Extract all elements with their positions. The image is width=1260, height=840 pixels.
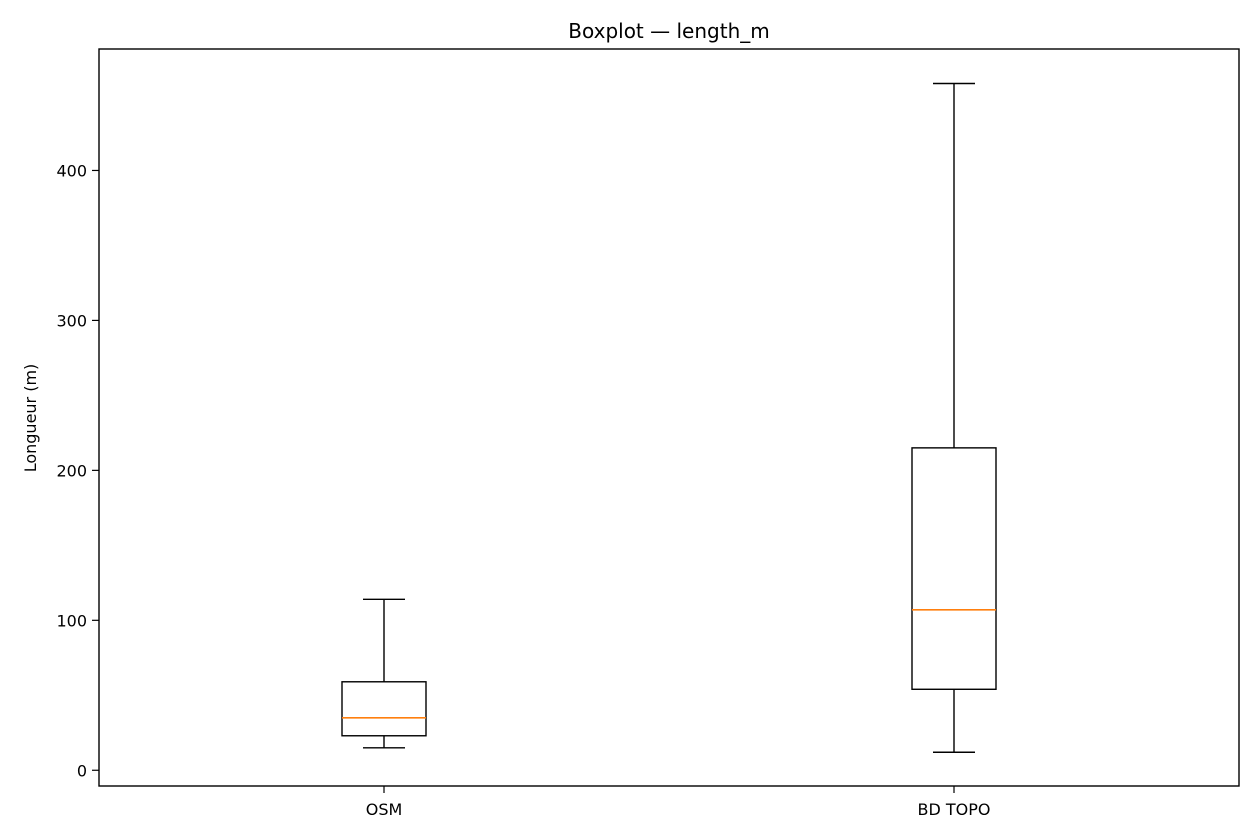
y-tick-label: 100	[56, 611, 87, 630]
chart-title: Boxplot — length_m	[568, 19, 769, 43]
plot-area: 0 100 200 300 400 OSM BD TOPO	[56, 82, 997, 819]
x-tick-label: BD TOPO	[918, 800, 991, 819]
y-tick-label: 400	[56, 161, 87, 180]
x-tick-label: OSM	[366, 800, 403, 819]
y-tick-label: 300	[56, 311, 87, 330]
y-axis-label: Longueur (m)	[21, 364, 40, 473]
iqr-box	[341, 681, 427, 737]
box-group-bd-topo	[911, 82, 997, 753]
y-tick-label: 200	[56, 461, 87, 480]
box-group-osm	[341, 598, 427, 749]
plot-frame	[98, 48, 1240, 787]
iqr-box	[911, 447, 997, 690]
y-tick-label: 0	[77, 761, 87, 780]
